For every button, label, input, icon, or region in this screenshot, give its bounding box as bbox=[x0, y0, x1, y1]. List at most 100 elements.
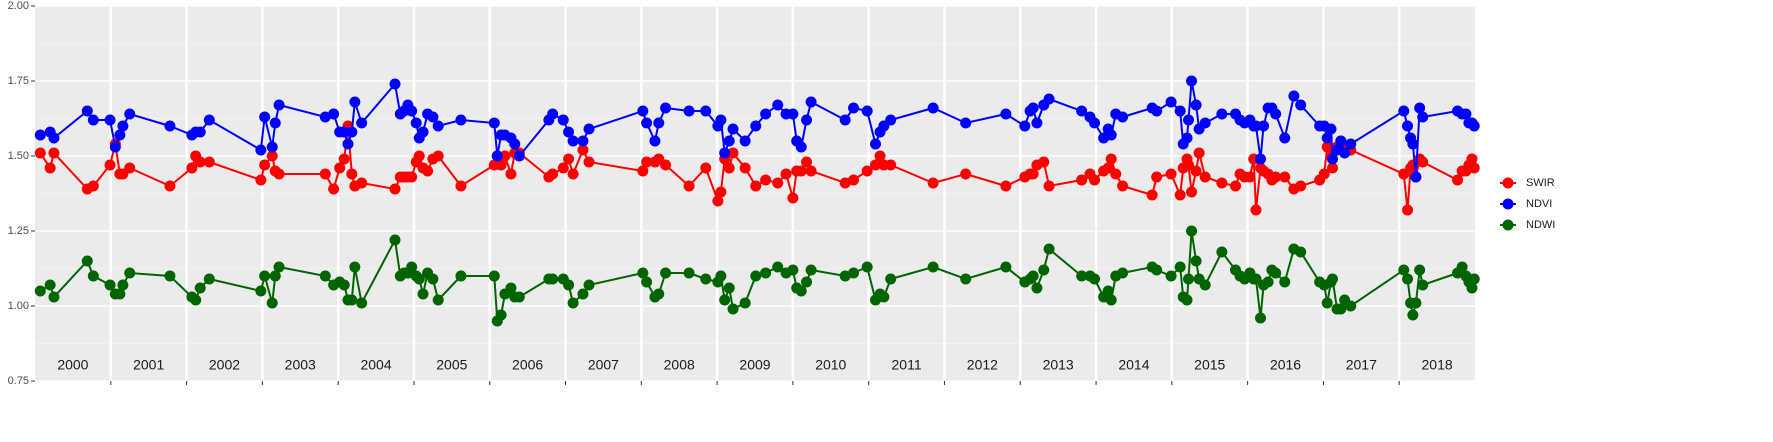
data-point bbox=[1466, 153, 1478, 165]
data-point bbox=[346, 294, 358, 306]
data-point bbox=[164, 120, 176, 132]
data-point bbox=[1117, 267, 1129, 279]
data-point bbox=[1262, 276, 1274, 288]
data-point bbox=[772, 99, 784, 111]
data-point bbox=[203, 273, 215, 285]
data-point bbox=[801, 156, 813, 168]
data-point bbox=[839, 114, 851, 126]
data-point bbox=[1410, 297, 1422, 309]
year-label: 2017 bbox=[1346, 357, 1377, 373]
data-point bbox=[87, 270, 99, 282]
data-point bbox=[660, 102, 672, 114]
data-point bbox=[1089, 174, 1101, 186]
data-point bbox=[563, 279, 575, 291]
year-label: 2012 bbox=[967, 357, 998, 373]
data-point bbox=[1110, 168, 1122, 180]
data-point bbox=[1165, 96, 1177, 108]
data-point bbox=[1174, 105, 1186, 117]
data-point bbox=[637, 267, 649, 279]
data-point bbox=[1190, 99, 1202, 111]
data-point bbox=[1335, 303, 1347, 315]
data-point bbox=[683, 180, 695, 192]
data-point bbox=[787, 264, 799, 276]
data-point bbox=[1216, 177, 1228, 189]
data-point bbox=[87, 180, 99, 192]
data-point bbox=[505, 168, 517, 180]
data-point bbox=[164, 180, 176, 192]
data-point bbox=[1174, 189, 1186, 201]
data-point bbox=[848, 267, 860, 279]
data-point bbox=[1318, 168, 1330, 180]
year-label: 2006 bbox=[512, 357, 543, 373]
data-point bbox=[719, 147, 731, 159]
data-point bbox=[1402, 204, 1414, 216]
data-point bbox=[805, 96, 817, 108]
data-point bbox=[114, 288, 126, 300]
data-point bbox=[1270, 108, 1282, 120]
data-point bbox=[1250, 273, 1262, 285]
data-point bbox=[1199, 117, 1211, 129]
data-point bbox=[960, 273, 972, 285]
data-point bbox=[739, 162, 751, 174]
data-point bbox=[81, 255, 93, 267]
data-point bbox=[1466, 282, 1478, 294]
data-point bbox=[1165, 168, 1177, 180]
data-point bbox=[637, 105, 649, 117]
data-point bbox=[319, 168, 331, 180]
data-point bbox=[1105, 129, 1117, 141]
year-label: 2000 bbox=[57, 357, 88, 373]
data-point bbox=[1186, 186, 1198, 198]
data-point bbox=[870, 159, 882, 171]
data-point bbox=[1468, 120, 1480, 132]
data-point bbox=[273, 168, 285, 180]
data-point bbox=[1043, 243, 1055, 255]
data-point bbox=[719, 294, 731, 306]
y-tick-label: 1.25 bbox=[8, 225, 29, 237]
data-point bbox=[1410, 171, 1422, 183]
data-point bbox=[422, 165, 434, 177]
data-point bbox=[1183, 273, 1195, 285]
data-point bbox=[1321, 132, 1333, 144]
year-label: 2008 bbox=[664, 357, 695, 373]
data-point bbox=[1407, 309, 1419, 321]
data-point bbox=[406, 261, 418, 273]
data-point bbox=[342, 138, 354, 150]
data-point bbox=[389, 234, 401, 246]
data-point bbox=[104, 114, 116, 126]
data-point bbox=[927, 102, 939, 114]
data-point bbox=[1199, 171, 1211, 183]
data-point bbox=[1190, 165, 1202, 177]
data-point bbox=[1230, 180, 1242, 192]
data-point bbox=[1452, 174, 1464, 186]
data-point bbox=[1460, 108, 1472, 120]
data-point bbox=[1181, 132, 1193, 144]
data-point bbox=[406, 105, 418, 117]
data-point bbox=[772, 177, 784, 189]
data-point bbox=[432, 294, 444, 306]
data-point bbox=[114, 129, 126, 141]
data-point bbox=[1414, 102, 1426, 114]
data-point bbox=[1255, 312, 1267, 324]
data-point bbox=[1407, 138, 1419, 150]
data-point bbox=[1183, 114, 1195, 126]
data-point bbox=[1216, 246, 1228, 258]
data-point bbox=[1043, 93, 1055, 105]
data-point bbox=[567, 168, 579, 180]
data-point bbox=[577, 144, 589, 156]
data-point bbox=[1345, 138, 1357, 150]
data-point bbox=[1339, 147, 1351, 159]
data-point bbox=[1417, 279, 1429, 291]
data-point bbox=[1031, 117, 1043, 129]
data-point bbox=[660, 267, 672, 279]
data-point bbox=[266, 141, 278, 153]
data-point bbox=[259, 159, 271, 171]
data-point bbox=[927, 261, 939, 273]
data-point bbox=[563, 153, 575, 165]
data-point bbox=[715, 186, 727, 198]
data-point bbox=[861, 165, 873, 177]
data-point bbox=[259, 270, 271, 282]
data-point bbox=[124, 162, 136, 174]
data-point bbox=[432, 150, 444, 162]
data-point bbox=[760, 108, 772, 120]
legend-swatch bbox=[1502, 219, 1514, 231]
